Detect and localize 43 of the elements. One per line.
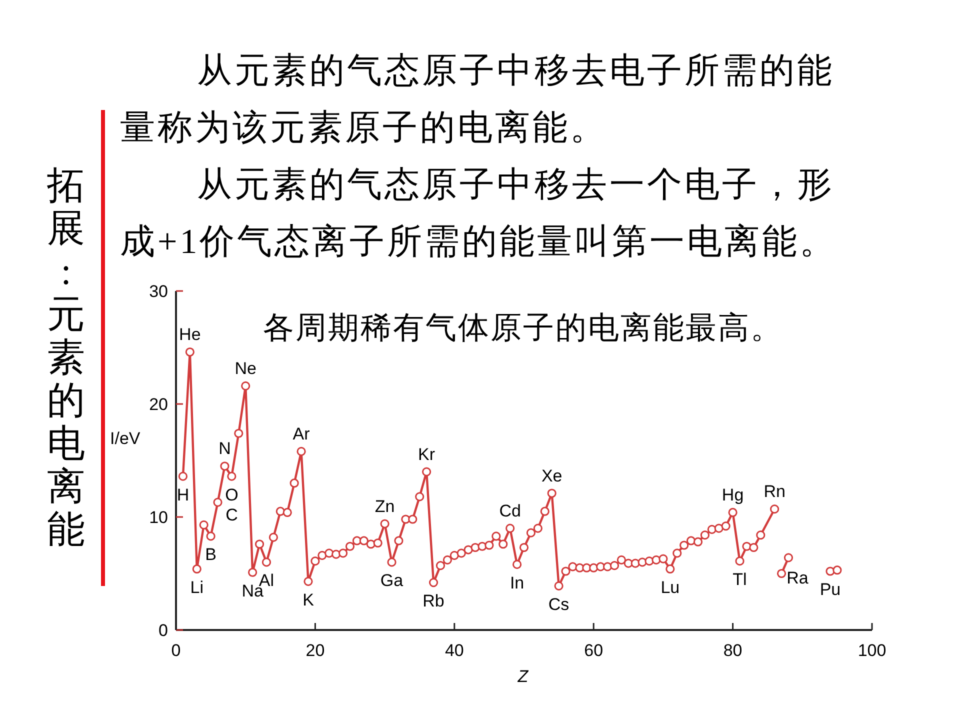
- text: 从元素的气态原子中移去电子所需的能量称为该元素原子的电离能。: [120, 51, 834, 147]
- annotation: Zn: [374, 496, 395, 516]
- point: [784, 553, 794, 562]
- annotation: Kr: [418, 444, 436, 464]
- annotation: K: [302, 590, 315, 610]
- annotation: Rb: [422, 592, 444, 611]
- annotation: Xe: [541, 466, 562, 486]
- annotation: H: [176, 485, 190, 504]
- annotation: Rn: [764, 482, 786, 502]
- annotation: Lu: [660, 578, 680, 597]
- annotation: Tl: [732, 570, 747, 590]
- annotation: B: [205, 545, 216, 564]
- x-tick-label: 20: [306, 641, 325, 660]
- x-tick-label: 80: [723, 641, 742, 660]
- x-tick-label: 100: [858, 641, 886, 660]
- point: [776, 568, 786, 578]
- y-tick-label: 0: [158, 620, 168, 640]
- annotation: Cd: [499, 501, 521, 520]
- annotation: Pu: [820, 580, 841, 600]
- annotation: Cs: [548, 594, 570, 614]
- annotation: C: [226, 505, 238, 524]
- chart-title: 拓展:元素的电离能: [47, 165, 85, 551]
- annotation: N: [218, 439, 231, 458]
- x-tick-label: 0: [171, 641, 181, 660]
- x-tick-label: 60: [584, 641, 604, 660]
- annotation: Li: [190, 578, 204, 597]
- annotation: O: [225, 485, 238, 504]
- annotation: Ne: [234, 358, 256, 378]
- annotation: Ga: [380, 571, 404, 590]
- annotation: He: [179, 325, 201, 344]
- x-tick-label: 40: [444, 641, 464, 660]
- y-tick-label: 30: [149, 282, 168, 301]
- annotation: Ra: [786, 568, 809, 588]
- text: 从元素的气态原子中移去一个电子，形成+1价气态离子所需的能量叫第一电离能。: [120, 165, 838, 261]
- y-tick-label: 20: [149, 394, 168, 414]
- annotation: 各周期稀有气体原子的电离能最高。: [263, 310, 783, 345]
- annotation: Ar: [292, 424, 310, 444]
- x-axis-title: Z: [516, 667, 529, 686]
- annotation: In: [510, 573, 524, 592]
- y-axis-title: I/eV: [110, 429, 141, 448]
- annotation: Hg: [722, 485, 744, 504]
- point: [832, 566, 842, 575]
- y-tick-label: 10: [149, 508, 168, 527]
